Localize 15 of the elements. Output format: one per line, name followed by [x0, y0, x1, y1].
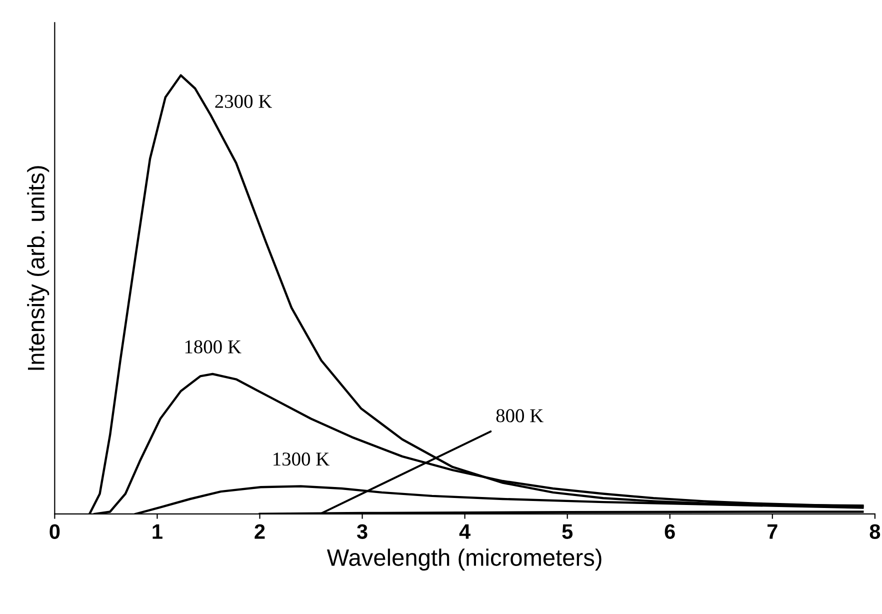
y-axis-title: Intensity (arb. units)	[27, 166, 50, 370]
series-label: 2300 K	[215, 94, 272, 108]
x-tick-label: 7	[768, 524, 778, 539]
x-tick-label: 1	[152, 524, 162, 539]
text: 800 K	[496, 409, 544, 422]
x-tick-label: 3	[356, 524, 368, 539]
x-tick-label: 8	[870, 524, 880, 539]
x-tick-label: 2	[254, 524, 265, 539]
x-tick-label: 6	[664, 524, 675, 539]
series-label: 1300 K	[274, 452, 330, 466]
x-tick-label: 5	[562, 524, 573, 539]
x-tick-label: 0	[50, 524, 60, 539]
x-tick-label: 4	[459, 524, 470, 539]
series-label: 1800 K	[185, 340, 242, 354]
x-axis-title: Wavelength (micrometers)	[326, 548, 602, 571]
